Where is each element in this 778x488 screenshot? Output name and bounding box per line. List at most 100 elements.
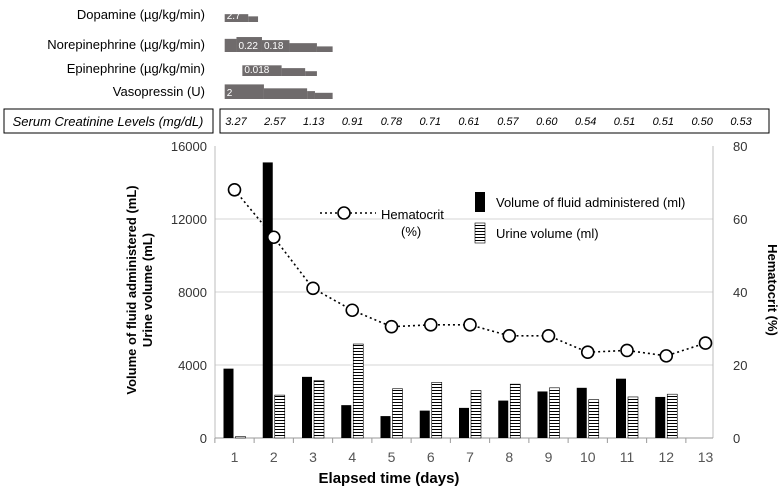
drug-dose-bar	[236, 37, 262, 52]
drug-dose-label: 2	[227, 88, 233, 99]
drug-label: Vasopressin (U)	[113, 84, 205, 99]
hematocrit-point	[423, 318, 438, 332]
right-tick-label: 0	[733, 431, 740, 446]
drug-dose-label: 0.22	[238, 41, 258, 52]
drug-timeline: Dopamine (µg/kg/min) 2.7 Norepinephrine (µ…	[47, 7, 333, 99]
drug-dose-bar	[248, 16, 259, 22]
fluid-bar	[380, 416, 391, 438]
hematocrit-point	[580, 345, 595, 360]
fluid-bar	[459, 407, 469, 438]
hematocrit-point	[541, 328, 556, 343]
creatinine-label: Serum Creatinine Levels (mg/dL)	[13, 114, 204, 129]
creatinine-value: 0.57	[497, 116, 519, 128]
x-tick-label: 13	[698, 449, 714, 465]
left-tick-label: 4000	[178, 358, 207, 373]
drug-dose-label: 0.018	[244, 65, 269, 76]
right-tick-label: 20	[733, 358, 747, 373]
x-tick-label: 5	[388, 449, 396, 465]
right-tick-label: 60	[733, 212, 747, 227]
drug-dose-bar	[307, 91, 315, 99]
x-tick-label: 6	[427, 449, 435, 465]
hematocrit-point	[384, 319, 399, 334]
fluid-bar	[655, 396, 666, 438]
creatinine-value: 0.60	[536, 116, 558, 128]
legend-hematocrit-marker	[337, 206, 351, 220]
creatinine-value: 0.71	[420, 116, 441, 128]
drug-dose-label: 2.7	[227, 11, 241, 22]
right-tick-label: 80	[733, 139, 747, 154]
drug-dose-bar	[281, 68, 306, 76]
hematocrit-point	[698, 336, 713, 350]
legend-urine-label: Urine volume (ml)	[496, 226, 599, 241]
fluid-bar	[302, 376, 312, 438]
hematocrit-point	[306, 281, 320, 296]
x-tick-label: 2	[270, 449, 278, 465]
left-tick-label: 8000	[178, 285, 207, 300]
urine-bar	[666, 393, 678, 439]
drug-dose-bar	[224, 38, 237, 52]
legend-hematocrit-unit: (%)	[401, 224, 421, 239]
urine-bar	[509, 383, 521, 439]
urine-bar	[235, 436, 246, 439]
fluid-bar	[498, 400, 509, 438]
fluid-bar	[262, 162, 273, 439]
fluid-bar	[419, 410, 430, 438]
x-tick-label: 9	[545, 449, 553, 465]
hematocrit-point	[502, 328, 517, 343]
drug-dose-bar	[261, 40, 290, 52]
right-tick-label: 40	[733, 285, 747, 300]
fluid-bar	[616, 378, 626, 438]
x-tick-label: 10	[580, 449, 596, 465]
hematocrit-point	[266, 230, 281, 245]
x-axis-title: Elapsed time (days)	[319, 470, 460, 487]
urine-bar	[588, 399, 600, 439]
creatinine-value: 0.51	[614, 116, 635, 128]
creatinine-value: 2.57	[263, 116, 286, 128]
hematocrit-point	[620, 343, 634, 358]
legend-fluid-label: Volume of fluid administered (ml)	[496, 195, 685, 210]
main-chart: 1 2 3 4 5 6 7 8 9 10 11 12 1304000800012000160000204…	[124, 139, 778, 487]
legend-hematocrit-label: Hematocrit	[381, 207, 444, 222]
drug-label: Norepinephrine (µg/kg/min)	[47, 37, 205, 52]
left-axis-title: Volume of fluid administered (mL)	[124, 185, 139, 394]
x-tick-label: 1	[231, 449, 239, 465]
creatinine-value: 0.50	[691, 116, 713, 128]
legend-fluid-swatch	[475, 192, 485, 212]
creatinine-value: 0.54	[575, 116, 596, 128]
drug-dose-bar	[289, 43, 317, 52]
creatinine-value: 0.61	[458, 116, 479, 128]
urine-bar	[431, 382, 443, 439]
urine-bar	[352, 343, 364, 439]
drug-dose-bar	[224, 84, 264, 99]
drug-dose-bar	[316, 46, 333, 52]
creatinine-value: 0.78	[381, 116, 403, 128]
x-tick-label: 7	[466, 449, 474, 465]
creatinine-value: 0.91	[342, 116, 363, 128]
x-tick-label: 12	[658, 449, 674, 465]
left-axis-title-2: Urine volume (mL)	[140, 233, 155, 347]
drug-dose-bar	[314, 92, 333, 99]
creatinine-label-box	[3, 108, 214, 134]
creatinine-values-box	[219, 108, 770, 134]
urine-bar	[392, 388, 403, 439]
x-tick-label: 11	[620, 449, 635, 465]
x-tick-label: 8	[505, 449, 513, 465]
fluid-bar	[576, 387, 587, 438]
drug-dose-label: 0.18	[264, 41, 284, 52]
hematocrit-point	[227, 183, 242, 197]
left-tick-label: 16000	[171, 139, 207, 154]
urine-bar	[549, 387, 560, 439]
creatinine-value: 1.13	[303, 116, 325, 128]
drug-dose-bar	[242, 65, 282, 76]
left-tick-label: 0	[200, 431, 207, 446]
hematocrit-point	[659, 349, 674, 363]
right-axis-title: Hematocrit (%)	[765, 244, 778, 336]
legend-urine-swatch	[474, 222, 486, 244]
creatinine-value: 3.27	[225, 116, 247, 128]
urine-bar	[470, 390, 482, 439]
fluid-bar	[537, 391, 548, 438]
drug-label: Epinephrine (µg/kg/min)	[67, 61, 205, 76]
urine-bar	[313, 380, 325, 439]
urine-bar	[274, 394, 286, 439]
x-tick-label: 3	[309, 449, 317, 465]
